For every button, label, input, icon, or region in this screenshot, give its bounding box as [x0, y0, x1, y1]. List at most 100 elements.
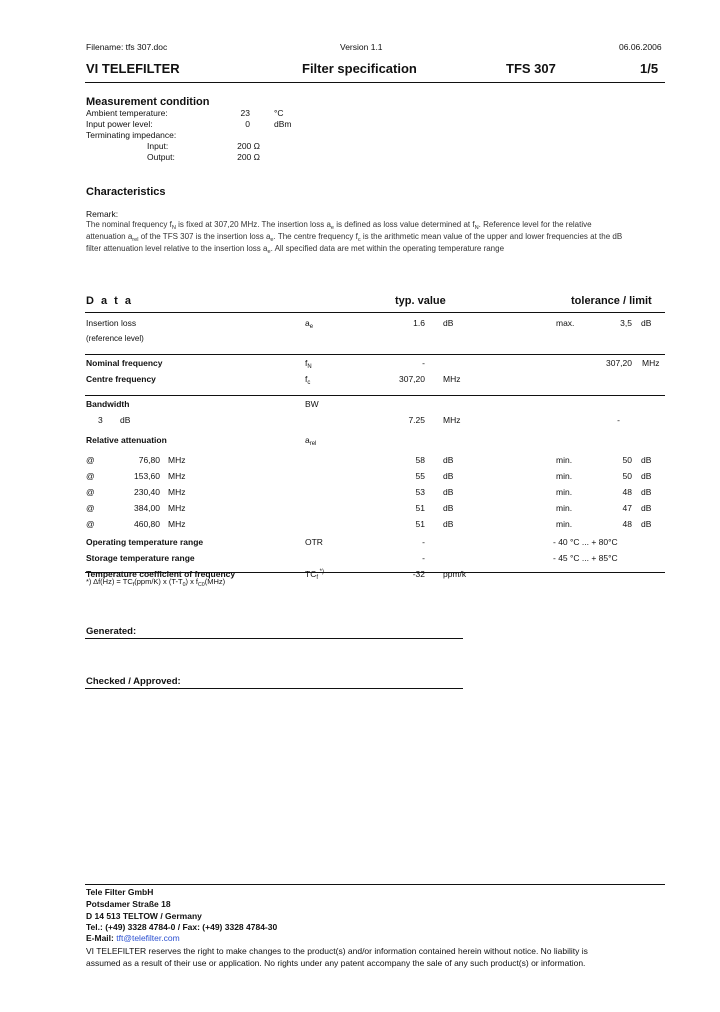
at-symbol: @: [86, 471, 95, 481]
typ-value: 307,20: [399, 374, 425, 384]
tolerance-value: 50: [622, 471, 632, 481]
row-label: Centre frequency: [86, 374, 156, 384]
header-divider: [85, 82, 665, 83]
version: Version 1.1: [340, 42, 383, 52]
tolerance-kind: min.: [556, 455, 573, 465]
tolerance-range: - 40 °C ... + 80°C: [553, 537, 618, 547]
symbol: ae: [305, 318, 314, 330]
frequency: 384,00: [134, 503, 160, 513]
remark-line: The nominal frequency fN is fixed at 307…: [86, 220, 592, 231]
footer-street: Potsdamer Straße 18: [86, 899, 171, 909]
typ-value: 55: [415, 471, 425, 481]
symbol: arel: [305, 435, 317, 447]
email-link[interactable]: tft@telefilter.com: [116, 933, 180, 943]
typ-value: 7.25: [408, 415, 425, 425]
page-number: 1/5: [640, 61, 659, 76]
generated-label: Generated:: [86, 626, 137, 637]
disclaimer-line-1: VI TELEFILTER reserves the right to make…: [86, 946, 588, 956]
row-label: Storage temperature range: [86, 553, 195, 563]
measurement-title: Measurement condition: [86, 96, 210, 108]
filename: Filename: tfs 307.doc: [86, 42, 168, 52]
measurement-label: Output:: [147, 152, 175, 162]
frequency: 460,80: [134, 519, 160, 529]
frequency-unit: MHz: [168, 471, 186, 481]
row-divider: [85, 395, 665, 396]
col-tolerance: tolerance / limit: [571, 295, 652, 307]
tolerance-kind: min.: [556, 487, 573, 497]
frequency: 76,80: [138, 455, 160, 465]
typ-value: 51: [415, 503, 425, 513]
row-label: Insertion loss: [86, 318, 137, 328]
footer-phone: Tel.: (+49) 3328 4784-0 / Fax: (+49) 332…: [86, 922, 278, 932]
row-label: (reference level): [86, 334, 144, 343]
tolerance-unit: dB: [641, 455, 652, 465]
tolerance-unit: dB: [641, 318, 652, 328]
row-label: Operating temperature range: [86, 537, 204, 547]
footer-divider: [85, 884, 665, 885]
symbol: OTR: [305, 537, 323, 547]
company-name: VI TELEFILTER: [86, 61, 180, 76]
tolerance-value: 48: [622, 519, 632, 529]
measurement-label: Input power level:: [86, 119, 153, 129]
frequency-unit: MHz: [168, 519, 186, 529]
typ-unit: dB: [443, 487, 454, 497]
typ-value: -32: [412, 569, 425, 579]
frequency-unit: MHz: [168, 487, 186, 497]
remark-label: Remark:: [86, 209, 119, 219]
at-symbol: @: [86, 487, 95, 497]
tolerance-value: -: [617, 415, 620, 425]
tolerance-unit: dB: [641, 471, 652, 481]
frequency: 230,40: [134, 487, 160, 497]
typ-unit: dB: [443, 318, 454, 328]
typ-unit: ppm/k: [443, 569, 467, 579]
email-label: E-Mail:: [86, 933, 114, 943]
checked-label: Checked / Approved:: [86, 676, 181, 687]
col-typ-value: typ. value: [395, 295, 446, 307]
row-label: Temperature coefficient of frequency: [86, 569, 236, 579]
row-label: Bandwidth: [86, 399, 130, 409]
measurement-value: 23: [240, 108, 250, 118]
footer-company: Tele Filter GmbH: [86, 887, 154, 897]
tolerance-unit: MHz: [642, 358, 660, 368]
symbol: TCf *): [305, 569, 324, 581]
part-number: TFS 307: [506, 61, 556, 76]
tolerance-value: 47: [622, 503, 632, 513]
at-symbol: @: [86, 455, 95, 465]
table-bottom-divider: [85, 572, 665, 573]
checked-signature-line: [85, 688, 463, 689]
generated-signature-line: [85, 638, 463, 639]
tolerance-value: 48: [622, 487, 632, 497]
typ-value: 1.6: [413, 318, 425, 328]
typ-value: 51: [415, 519, 425, 529]
table-divider: [85, 312, 665, 313]
symbol: BW: [305, 399, 319, 409]
typ-value: -: [422, 537, 425, 547]
doc-title: Filter specification: [302, 61, 417, 76]
at-symbol: @: [86, 503, 95, 513]
at-symbol: @: [86, 519, 95, 529]
tolerance-value: 3,5: [620, 318, 632, 328]
typ-unit: MHz: [443, 415, 461, 425]
measurement-unit: °C: [274, 108, 284, 118]
measurement-label: Ambient temperature:: [86, 108, 168, 118]
frequency-unit: MHz: [168, 455, 186, 465]
typ-value: 58: [415, 455, 425, 465]
characteristics-title: Characteristics: [86, 186, 166, 198]
typ-unit: dB: [443, 519, 454, 529]
remark-line: filter attenuation level relative to the…: [86, 244, 505, 255]
tolerance-value: 50: [622, 455, 632, 465]
frequency-unit: MHz: [168, 503, 186, 513]
bandwidth-level: 3: [98, 415, 103, 425]
disclaimer-line-2: assumed as a result of their use or appl…: [86, 958, 586, 968]
symbol: fN: [305, 358, 312, 370]
tolerance-unit: dB: [641, 519, 652, 529]
symbol: fc: [305, 374, 311, 386]
measurement-unit: dBm: [274, 119, 292, 129]
footnote: *) Δf(Hz) = TCf(ppm/K) x (T-T0) x fC0(MH…: [86, 577, 226, 588]
typ-unit: MHz: [443, 374, 461, 384]
tolerance-kind: min.: [556, 503, 573, 513]
measurement-label: Terminating impedance:: [86, 130, 177, 140]
measurement-value: 200 Ω: [237, 152, 260, 162]
footer-city: D 14 513 TELTOW / Germany: [86, 911, 202, 921]
typ-unit: dB: [443, 471, 454, 481]
